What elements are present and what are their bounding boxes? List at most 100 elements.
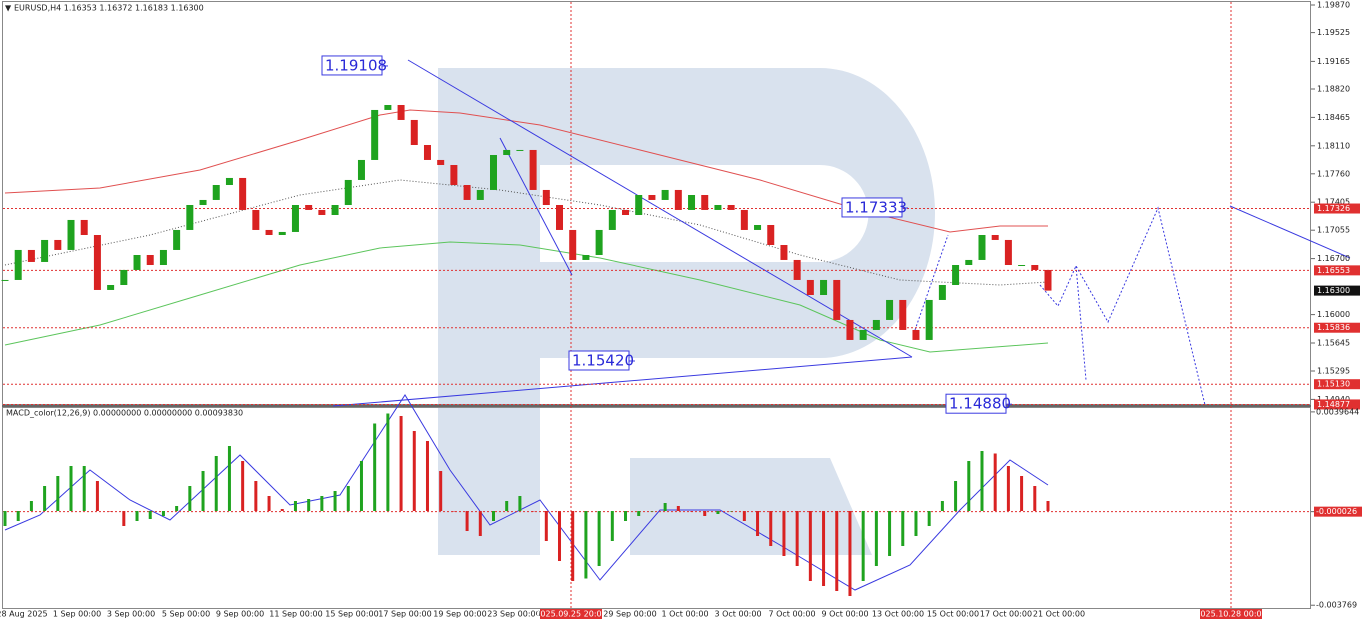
price-label-bg [1314, 285, 1360, 296]
macd-bar [756, 511, 760, 536]
candle [938, 285, 946, 300]
x-tick-label: 21 Oct 00:00 [1033, 610, 1085, 619]
x-tick-label: 2025.09.25 20:00 [535, 610, 606, 619]
y-tick-label: 1.16000 [1317, 310, 1350, 319]
candle [582, 255, 590, 260]
macd-bar [822, 511, 826, 586]
candle [173, 229, 181, 250]
macd-bar [267, 496, 271, 511]
candle [516, 149, 524, 151]
macd-label-bg [1314, 506, 1362, 517]
candle [1044, 269, 1052, 291]
y-tick-label: 1.19165 [1317, 57, 1350, 66]
y-tick-label: 1.17055 [1317, 226, 1350, 235]
macd-bar [412, 431, 416, 511]
macd-bar [624, 511, 628, 521]
price-label-bg [1314, 399, 1360, 410]
trendlines [332, 59, 1351, 407]
macd-bar [558, 511, 562, 561]
candle [410, 119, 418, 145]
macd-label: MACD_color(12,26,9) 0.00000000 0.0000000… [6, 409, 243, 418]
candle [965, 259, 973, 265]
candle [886, 299, 894, 320]
macd-bar [980, 451, 984, 511]
price-label: 1.17326 [1317, 204, 1350, 213]
macd-bar [3, 511, 7, 526]
candle [14, 249, 22, 280]
price-label-bg [1314, 322, 1360, 333]
candle [54, 239, 62, 250]
macd-bar [175, 506, 179, 511]
x-tick-label: 7 Oct 00:00 [768, 610, 815, 619]
candle [859, 329, 867, 340]
macd-bar [1046, 501, 1050, 511]
macd-bar [1020, 476, 1024, 511]
macd-bar [518, 496, 522, 511]
candle [1031, 265, 1039, 270]
macd-bar [359, 461, 363, 511]
ma-green [4, 241, 1049, 353]
macd-bar [637, 511, 641, 516]
candle [767, 225, 775, 245]
candle [318, 209, 326, 215]
candle [27, 249, 35, 262]
candle [569, 229, 577, 260]
x-label-bg [540, 609, 602, 619]
x-tick-label: 1 Oct 00:00 [661, 610, 708, 619]
macd-tick-label: 0.0039644 [1316, 407, 1359, 416]
candle [1004, 239, 1012, 265]
candle [225, 177, 233, 185]
candle [529, 149, 537, 190]
candle [899, 299, 907, 330]
y-tick-label: 1.14940 [1317, 395, 1350, 404]
x-tick-label: 9 Sep 00:00 [216, 610, 264, 619]
candle [542, 189, 550, 205]
macd-bar [782, 511, 786, 556]
candle [1, 279, 9, 281]
candle [754, 225, 762, 230]
candle [450, 165, 458, 185]
macd-bar [227, 446, 231, 511]
x-tick-label: 15 Sep 00:00 [325, 610, 378, 619]
macd-bar [597, 511, 601, 566]
macd-bar [888, 511, 892, 556]
macd-bar [29, 501, 33, 511]
macd-bar [901, 511, 905, 546]
macd-bar [954, 481, 958, 511]
x-tick-label: 28 Aug 2025 [0, 610, 48, 619]
x-tick-label: 5 Sep 00:00 [162, 610, 210, 619]
macd-bar [465, 511, 469, 531]
macd-bar [663, 503, 667, 511]
candle [556, 205, 564, 230]
candle [397, 105, 405, 120]
macd-bar [610, 511, 614, 541]
candle [674, 189, 682, 210]
macd-bar [280, 509, 284, 511]
y-tick-label: 1.18465 [1317, 113, 1350, 122]
candle [622, 209, 630, 215]
macd-bar [544, 511, 548, 541]
macd-bar [703, 511, 707, 516]
candle [41, 239, 49, 262]
candle [463, 185, 471, 200]
candle [846, 319, 854, 340]
macd-bar [16, 511, 20, 521]
candle [107, 285, 115, 290]
macd-bar [386, 413, 390, 511]
macd-bar [716, 511, 720, 514]
x-tick-label: 19 Sep 00:00 [433, 610, 486, 619]
candle [978, 235, 986, 260]
candle [199, 199, 207, 205]
macd-bar [848, 511, 852, 596]
price-label-bg [1314, 265, 1360, 276]
candle [120, 269, 128, 285]
y-tick-label: 1.17405 [1317, 198, 1350, 207]
x-tick-label: 3 Sep 00:00 [107, 610, 155, 619]
candle [159, 249, 167, 265]
macd-bar [56, 476, 60, 511]
candle [740, 209, 748, 230]
candle [872, 319, 880, 330]
macd-bar [82, 466, 86, 511]
